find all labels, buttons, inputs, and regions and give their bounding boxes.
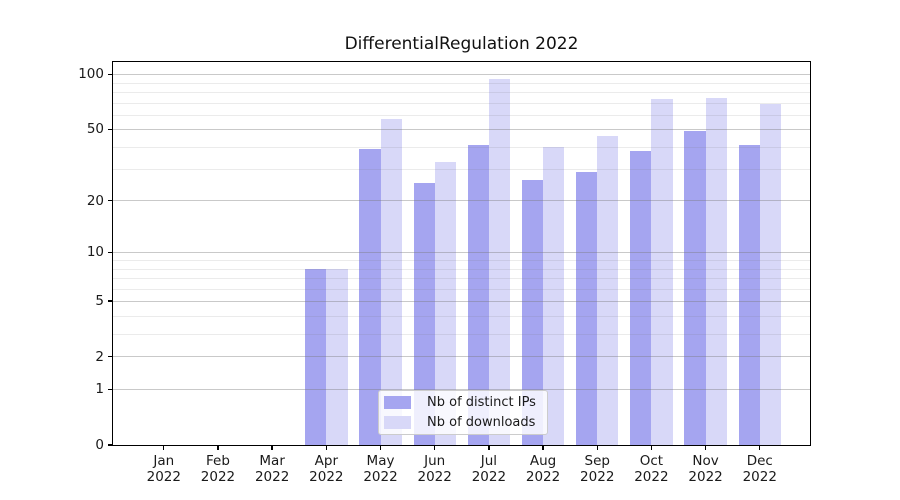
plot-area-border [111, 60, 811, 446]
y-tick-label: 100 [78, 66, 104, 83]
x-tick-mark [271, 445, 273, 450]
legend-label-downloads: Nb of downloads [427, 415, 536, 430]
x-tick-mark [217, 445, 219, 450]
x-tick-mark [379, 445, 382, 450]
y-tick-label: 1 [95, 381, 104, 398]
y-tick-label: 10 [86, 244, 104, 261]
x-tick-label: Feb 2022 [200, 453, 236, 486]
x-tick-label: Oct 2022 [634, 453, 669, 486]
x-tick-mark [759, 445, 761, 450]
y-tick-label: 5 [95, 293, 104, 310]
x-tick-label: May 2022 [363, 453, 398, 486]
x-tick-label: Mar 2022 [254, 453, 290, 486]
x-tick-label: Apr 2022 [309, 453, 344, 486]
x-tick-label: Dec 2022 [742, 453, 777, 486]
x-tick-label: Jun 2022 [417, 453, 452, 486]
x-tick-mark [163, 445, 165, 450]
y-tick-label: 50 [86, 121, 104, 138]
x-tick-mark [650, 445, 653, 450]
y-tick-label: 2 [95, 348, 104, 365]
legend-label-distinct-ips: Nb of distinct IPs [427, 395, 536, 410]
legend-swatch-downloads [384, 416, 411, 429]
x-tick-label: Nov 2022 [688, 453, 723, 486]
x-tick-mark [704, 445, 707, 450]
x-tick-mark [325, 445, 328, 450]
legend-item-downloads: Nb of downloads [384, 414, 547, 431]
y-tick-label: 20 [86, 192, 104, 209]
legend-item-distinct-ips: Nb of distinct IPs [384, 394, 547, 411]
x-tick-mark [542, 445, 544, 450]
x-tick-label: Jul 2022 [471, 453, 507, 486]
x-tick-mark [488, 445, 490, 450]
x-tick-label: Jan 2022 [146, 453, 181, 486]
legend: Nb of distinct IPs Nb of downloads [378, 390, 548, 435]
x-tick-mark [596, 445, 598, 450]
x-tick-mark [434, 445, 436, 450]
chart-title: DifferentialRegulation 2022 [344, 34, 579, 54]
y-tick-label: 0 [95, 437, 104, 453]
x-tick-label: Aug 2022 [525, 453, 561, 486]
legend-swatch-distinct-ips [384, 396, 411, 409]
x-tick-label: Sep 2022 [580, 453, 615, 486]
